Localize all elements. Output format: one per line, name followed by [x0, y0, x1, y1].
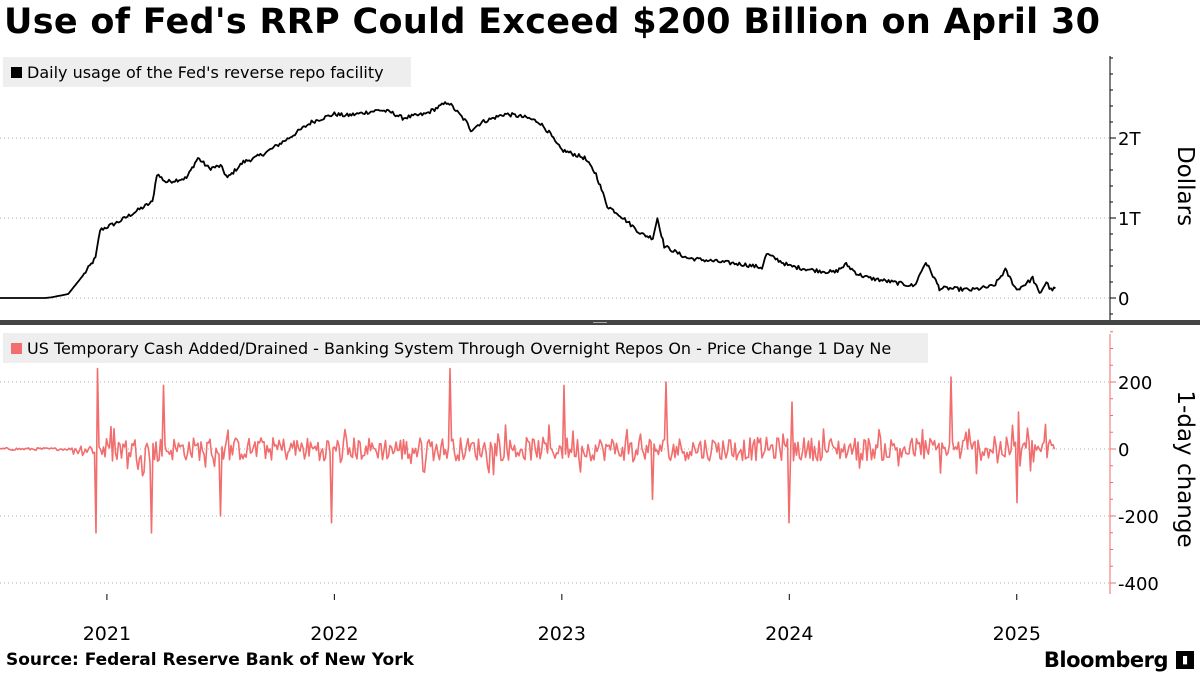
panel-2: 200 0 -200 -400 1-day change [0, 331, 1198, 595]
y-tick-label: 1T [1118, 209, 1141, 230]
x-tick-label: 2023 [538, 623, 586, 645]
x-tick-label: 2025 [993, 623, 1041, 645]
y-tick-label: 200 [1118, 373, 1152, 394]
brand-logo: Bloomberg [1043, 648, 1169, 672]
x-tick-label: 2024 [765, 623, 813, 645]
legend-top-swatch [11, 66, 22, 78]
y-tick-label: -200 [1118, 507, 1159, 528]
series-line-rrp [0, 101, 1056, 299]
legend-bottom: US Temporary Cash Added/Drained - Bankin… [3, 333, 928, 363]
legend-bottom-swatch [11, 342, 22, 354]
legend-top-label: Daily usage of the Fed's reverse repo fa… [27, 62, 384, 82]
x-tick-label: 2022 [310, 623, 358, 645]
y-tick-label: 2T [1118, 129, 1141, 150]
x-tick-label: 2021 [83, 623, 131, 645]
bloomberg-terminal-icon: ▮ [1176, 651, 1194, 669]
legend-bottom-label: US Temporary Cash Added/Drained - Bankin… [27, 338, 892, 358]
y-axis-title: Dollars [1172, 146, 1198, 226]
panel-1: 0 1T 2T Dollars [0, 56, 1198, 320]
series-line-cash-change [0, 367, 1056, 534]
y-tick-label: 0 [1118, 440, 1129, 461]
y-tick-label: 0 [1118, 289, 1129, 310]
y-axis-title: 1-day change [1172, 390, 1198, 547]
legend-top: Daily usage of the Fed's reverse repo fa… [3, 57, 411, 87]
y-tick-label: -400 [1118, 574, 1159, 595]
chart-title: Use of Fed's RRP Could Exceed $200 Billi… [4, 2, 1101, 42]
source-note: Source: Federal Reserve Bank of New York [6, 650, 414, 670]
